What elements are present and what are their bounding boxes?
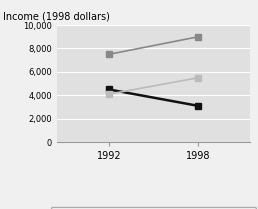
- Widowed: [107, 53, 110, 56]
- Married: [197, 104, 200, 107]
- Newly widowed: [107, 93, 110, 95]
- Text: Income (1998 dollars): Income (1998 dollars): [3, 11, 109, 22]
- Married: [107, 88, 110, 91]
- Widowed: [197, 36, 200, 38]
- Line: Newly widowed: Newly widowed: [105, 74, 202, 98]
- Newly widowed: [197, 76, 200, 79]
- Line: Married: Married: [105, 86, 202, 109]
- Line: Widowed: Widowed: [105, 33, 202, 58]
- Legend: Married, Newly widowed, Widowed: Married, Newly widowed, Widowed: [51, 207, 256, 209]
